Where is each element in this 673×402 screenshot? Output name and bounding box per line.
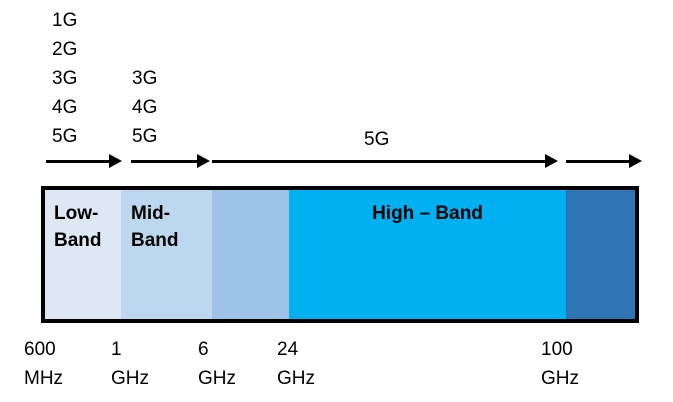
generation-label: 4G <box>132 97 158 118</box>
generation-label: 5G <box>52 126 78 147</box>
generation-label: 2G <box>52 39 78 60</box>
mid-band-label: Mid- Band <box>131 200 179 254</box>
mid-band-label-line2: Band <box>131 230 179 251</box>
tick-value: 600 <box>24 339 56 360</box>
upper-high-band-segment <box>566 190 635 319</box>
tick-unit: GHz <box>198 368 236 389</box>
tick-unit: GHz <box>111 368 149 389</box>
frequency-tick: 24 GHz <box>277 335 315 393</box>
tick-unit: GHz <box>541 368 579 389</box>
spectrum-bar: Low- Band Mid- Band High – Band <box>41 186 639 323</box>
frequency-tick: 600 MHz <box>24 335 63 393</box>
low-band-generations: 1G 2G 3G 4G 5G <box>52 6 77 151</box>
high-band-label: High – Band <box>372 203 483 224</box>
generation-label: 3G <box>132 68 158 89</box>
low-band-label-line2: Band <box>54 230 102 251</box>
mid-band-label-line1: Mid- <box>131 203 171 224</box>
tick-value: 6 <box>198 339 209 360</box>
mid-band-arrow <box>131 154 210 168</box>
generation-label: 4G <box>52 97 78 118</box>
upper-band-arrow <box>566 154 642 168</box>
frequency-tick: 1 GHz <box>111 335 149 393</box>
generation-label: 5G <box>364 129 390 150</box>
generation-label: 3G <box>52 68 78 89</box>
frequency-tick: 6 GHz <box>198 335 236 393</box>
frequency-tick: 100 GHz <box>541 335 579 393</box>
mid-band-segment: Mid- Band <box>121 190 212 319</box>
generation-label: 1G <box>52 10 78 31</box>
upper-mid-band-segment <box>212 190 289 319</box>
high-band-generations: 5G <box>364 125 389 154</box>
tick-unit: GHz <box>277 368 315 389</box>
tick-unit: MHz <box>24 368 64 389</box>
low-band-arrow <box>46 154 122 168</box>
tick-value: 24 <box>277 339 299 360</box>
low-band-segment: Low- Band <box>45 190 121 319</box>
mid-band-generations: 3G 4G 5G <box>132 64 157 151</box>
low-band-label: Low- Band <box>54 200 102 254</box>
high-band-arrow <box>212 154 558 168</box>
generation-label: 5G <box>132 126 158 147</box>
tick-value: 100 <box>541 339 573 360</box>
high-band-segment: High – Band <box>289 190 566 319</box>
low-band-label-line1: Low- <box>54 203 99 224</box>
tick-value: 1 <box>111 339 122 360</box>
